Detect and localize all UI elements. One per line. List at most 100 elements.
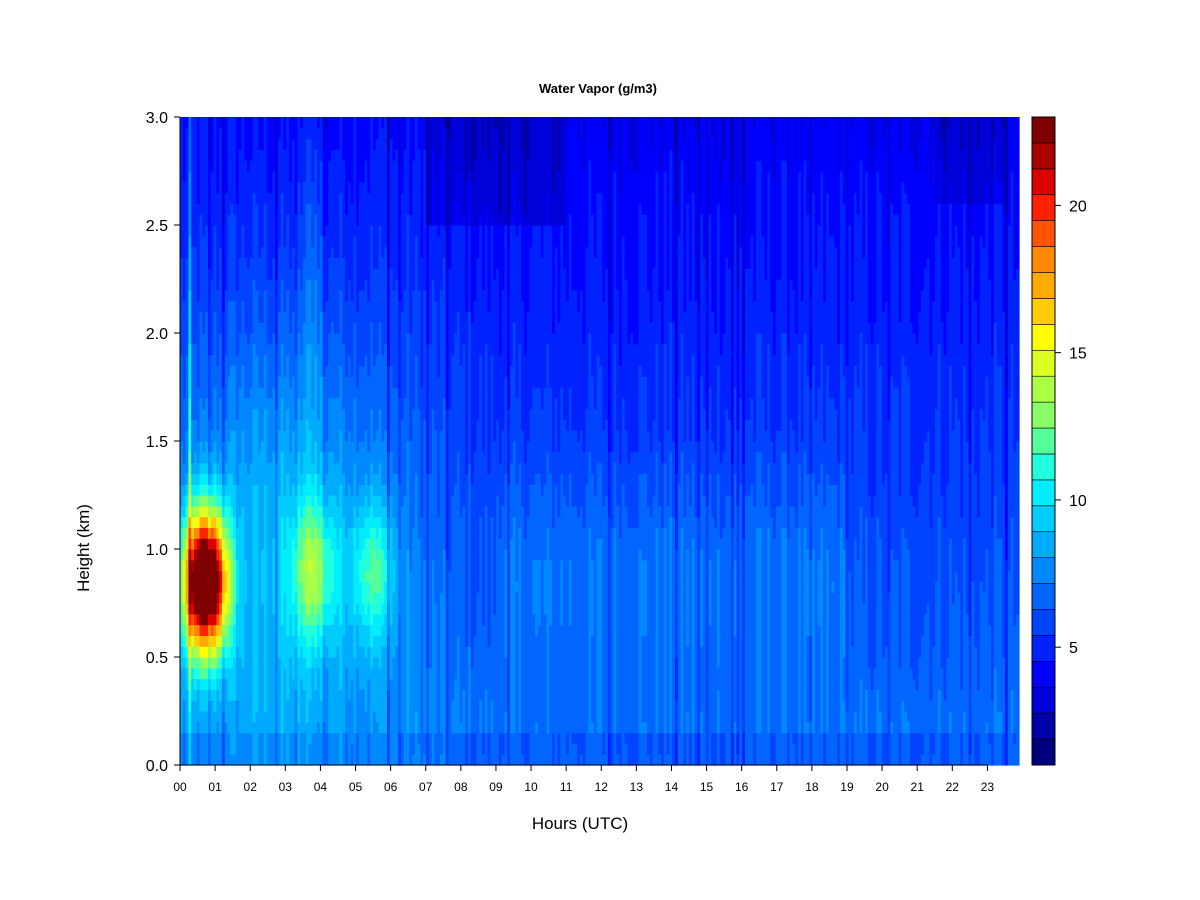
heatmap-cell	[191, 289, 195, 302]
heatmap-cell	[227, 257, 231, 269]
heatmap-cell	[227, 721, 231, 734]
heatmap-cell	[230, 721, 234, 734]
heatmap-cell	[193, 387, 198, 399]
heatmap-cell	[305, 646, 310, 658]
heatmap-cell	[272, 149, 276, 161]
heatmap-cell	[280, 527, 285, 539]
heatmap-cell	[180, 322, 184, 334]
heatmap-cell	[286, 538, 290, 550]
heatmap-cell	[303, 181, 307, 194]
heatmap-cell	[328, 268, 332, 280]
heatmap-cell	[266, 549, 271, 561]
heatmap-cell	[235, 289, 240, 302]
heatmap-cell	[322, 721, 327, 734]
heatmap-cell	[263, 657, 268, 669]
heatmap-cell	[300, 279, 304, 291]
heatmap-cell	[272, 289, 276, 302]
heatmap-cell	[283, 451, 287, 464]
heatmap-cell	[300, 473, 304, 485]
heatmap-cell	[252, 192, 257, 204]
heatmap-cell	[230, 667, 234, 680]
heatmap-cell	[336, 181, 341, 194]
heatmap-cell	[305, 592, 310, 604]
heatmap-cell	[328, 203, 332, 215]
heatmap-cell	[210, 484, 215, 496]
heatmap-cell	[185, 387, 189, 399]
heatmap-cell	[213, 376, 217, 388]
heatmap-cell	[269, 689, 273, 701]
heatmap-cell	[261, 354, 265, 366]
heatmap-cell	[180, 667, 184, 680]
heatmap-cell	[185, 160, 189, 172]
heatmap-cell	[297, 603, 301, 615]
heatmap-cell	[322, 527, 327, 539]
heatmap-cell	[297, 138, 301, 150]
heatmap-cell	[331, 667, 335, 680]
heatmap-cell	[213, 721, 217, 734]
heatmap-cell	[339, 624, 343, 636]
heatmap-cell	[258, 343, 262, 356]
heatmap-cell	[277, 235, 282, 248]
heatmap-cell	[182, 559, 187, 572]
heatmap-cell	[263, 559, 268, 572]
heatmap-cell	[185, 117, 189, 129]
heatmap-cell	[289, 711, 293, 723]
heatmap-cell	[266, 603, 271, 615]
heatmap-cell	[241, 279, 245, 291]
heatmap-cell	[272, 171, 276, 183]
heatmap-cell	[325, 365, 329, 377]
heatmap-cell	[227, 117, 231, 129]
heatmap-cell	[258, 689, 262, 701]
heatmap-cell	[219, 181, 223, 194]
heatmap-cell	[182, 732, 187, 744]
heatmap-cell	[188, 430, 192, 442]
heatmap-cell	[277, 279, 282, 291]
heatmap-cell	[291, 592, 296, 604]
heatmap-cell	[263, 505, 268, 518]
heatmap-cell	[328, 549, 332, 561]
heatmap-cell	[255, 635, 259, 647]
heatmap-cell	[230, 192, 234, 204]
heatmap-cell	[244, 419, 248, 431]
heatmap-cell	[294, 257, 299, 269]
heatmap-cell	[210, 149, 215, 161]
heatmap-cell	[193, 257, 198, 269]
heatmap-cell	[283, 667, 287, 680]
heatmap-cell	[342, 592, 346, 604]
heatmap-cell	[221, 322, 226, 334]
heatmap-cell	[286, 516, 290, 528]
heatmap-cell	[191, 603, 195, 615]
heatmap-cell	[325, 257, 329, 269]
heatmap-cell	[317, 613, 321, 626]
heatmap-cell	[221, 689, 226, 701]
heatmap-cell	[185, 311, 189, 323]
heatmap-cell	[205, 117, 209, 129]
heatmap-cell	[325, 646, 329, 658]
heatmap-cell	[224, 376, 229, 388]
heatmap-cell	[180, 462, 184, 474]
heatmap-cell	[230, 516, 234, 528]
heatmap-cell	[238, 603, 243, 615]
heatmap-cell	[255, 570, 259, 582]
heatmap-cell	[202, 495, 206, 507]
heatmap-cell	[255, 516, 259, 528]
heatmap-cell	[244, 538, 248, 550]
heatmap-cell	[269, 430, 273, 442]
heatmap-cell	[261, 365, 265, 377]
heatmap-cell	[294, 246, 299, 258]
heatmap-cell	[305, 721, 310, 734]
heatmap-cell	[339, 127, 343, 140]
heatmap-cell	[216, 181, 220, 194]
heatmap-cell	[258, 581, 262, 593]
heatmap-cell	[182, 721, 187, 734]
heatmap-cell	[258, 225, 262, 237]
heatmap-cell	[261, 549, 265, 561]
heatmap-cell	[294, 127, 299, 140]
heatmap-cell	[331, 505, 335, 518]
heatmap-cell	[311, 516, 315, 528]
heatmap-cell	[202, 570, 206, 582]
heatmap-cell	[272, 505, 276, 518]
heatmap-cell	[202, 311, 206, 323]
heatmap-cell	[235, 171, 240, 183]
heatmap-cell	[319, 635, 324, 647]
